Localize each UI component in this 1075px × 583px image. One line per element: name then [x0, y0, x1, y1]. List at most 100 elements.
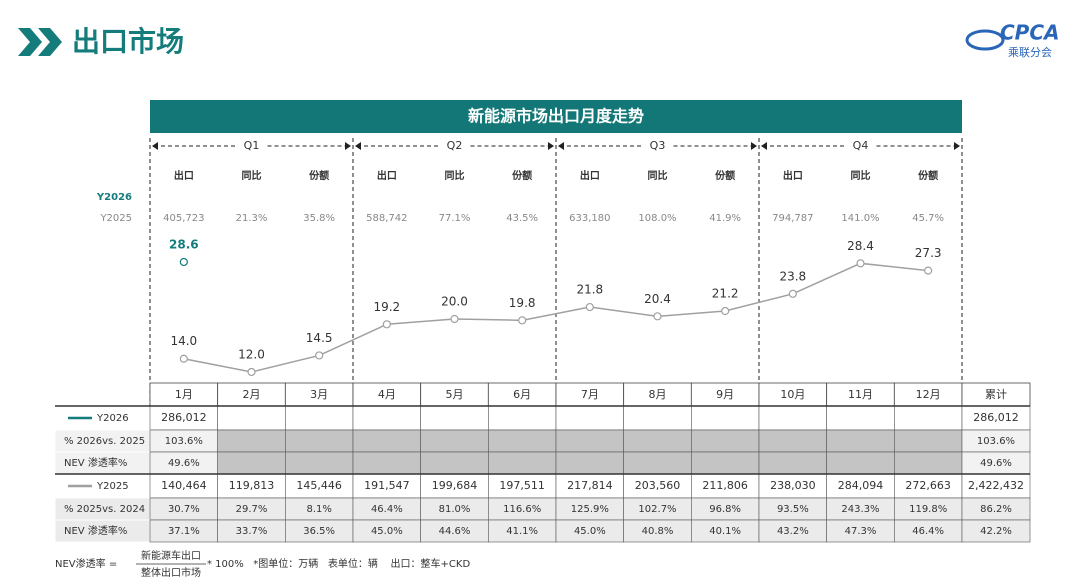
point — [585, 302, 594, 312]
quarter-header: 同比 — [242, 169, 262, 182]
quarter-value: 633,180 — [569, 213, 610, 224]
value-label: 12.0 — [238, 348, 265, 362]
table-value: 199,684 — [432, 479, 478, 492]
table-value: 41.1% — [506, 526, 538, 537]
table-value: 36.5% — [303, 526, 335, 537]
table-value: 140,464 — [161, 479, 207, 492]
table-cell — [691, 451, 760, 475]
chevron — [38, 28, 62, 56]
quarter-value: 588,742 — [366, 213, 407, 224]
table-cell — [285, 405, 354, 431]
column-header: 7月 — [581, 388, 599, 401]
table-cell — [285, 429, 354, 453]
table-value: 8.1% — [306, 504, 331, 515]
arrow-head — [152, 142, 158, 150]
table-value: 46.4% — [912, 526, 944, 537]
column-header: 1月 — [175, 388, 193, 401]
table-value: 211,806 — [702, 479, 748, 492]
table-cell — [826, 451, 895, 475]
value-label: 19.2 — [373, 300, 400, 314]
arrow-head — [548, 142, 554, 150]
row-label: Y2025 — [96, 481, 129, 492]
table-value: 47.3% — [845, 526, 877, 537]
arrow-head — [761, 142, 767, 150]
table-cell — [691, 429, 760, 453]
table-value: 45.0% — [371, 526, 403, 537]
table-value: 81.0% — [439, 504, 471, 515]
footer-note: * 100% *图单位：万辆 表单位：辆 出口：整车+CKD — [207, 557, 470, 570]
table-cell — [420, 405, 489, 431]
table-value: 30.7% — [168, 504, 200, 515]
table-value: 238,030 — [770, 479, 816, 492]
table-value: 43.2% — [777, 526, 809, 537]
table-cell — [285, 473, 354, 499]
quarter-value: 108.0% — [638, 213, 676, 224]
quarter-header: 份额 — [512, 169, 532, 182]
column-header: 6月 — [513, 388, 531, 401]
quarter-header: 出口 — [377, 169, 397, 182]
table-cell — [149, 405, 218, 431]
column-header: 8月 — [649, 388, 667, 401]
quarter-label: Q1 — [244, 139, 260, 152]
table-value: 191,547 — [364, 479, 410, 492]
table-cell — [420, 429, 489, 453]
table-cell — [352, 451, 421, 475]
row-label: % 2026vs. 2025 — [64, 436, 145, 447]
table-value: 86.2% — [980, 504, 1012, 515]
logo-mark — [965, 29, 1005, 51]
quarter-header: 出口 — [174, 169, 194, 182]
table-cell — [488, 405, 557, 431]
arrow-head — [751, 142, 757, 150]
point — [382, 320, 391, 329]
table-value: 2,422,432 — [968, 479, 1024, 492]
table-value: 102.7% — [638, 504, 676, 515]
row-label-cell — [54, 473, 151, 499]
table-cell — [758, 451, 827, 475]
table-value: 145,446 — [296, 479, 342, 492]
quarter-label: Q3 — [650, 139, 666, 152]
column-header: 2月 — [243, 388, 261, 401]
table-cell — [352, 429, 421, 453]
table-value: 286,012 — [161, 411, 207, 424]
quarter-value: 43.5% — [506, 213, 538, 224]
arrow-head — [558, 142, 564, 150]
table-cell — [623, 429, 692, 453]
row-label: Y2026 — [96, 413, 129, 424]
table-value: 93.5% — [777, 504, 809, 515]
table-value: 217,814 — [567, 479, 613, 492]
column-header: 3月 — [310, 388, 328, 401]
value-label: 21.8 — [576, 283, 603, 297]
point — [856, 259, 865, 268]
row-label: % 2025vs. 2024 — [64, 504, 145, 515]
point — [450, 314, 459, 324]
chart-title: 新能源市场出口月度走势 — [468, 107, 644, 126]
table-value: 33.7% — [236, 526, 268, 537]
table-cell — [623, 473, 692, 499]
table-cell — [352, 405, 421, 431]
arrow-head — [954, 142, 960, 150]
table-cell — [285, 451, 354, 475]
table-cell — [488, 429, 557, 453]
quarter-header: 同比 — [445, 169, 465, 182]
table-value: 272,663 — [905, 479, 951, 492]
point — [179, 257, 188, 267]
table-cell — [623, 451, 692, 475]
table-value: 49.6% — [168, 458, 200, 469]
table-value: 243.3% — [841, 504, 879, 515]
chevron — [18, 28, 42, 56]
table-cell — [555, 405, 624, 431]
value-label: 20.0 — [441, 294, 468, 308]
footer-numerator: 新能源车出口 — [141, 549, 201, 562]
quarter-label: Q2 — [447, 139, 463, 152]
table-value: 103.6% — [165, 436, 203, 447]
row-label: NEV 渗透率% — [64, 456, 127, 469]
quarter-value: 405,723 — [163, 213, 204, 224]
table-cell — [758, 429, 827, 453]
quarter-value: 45.7% — [912, 213, 944, 224]
chart-title-bar — [150, 100, 962, 133]
series-line — [183, 262, 929, 373]
table-cell — [826, 405, 895, 431]
series-label: Y2026 — [96, 192, 132, 203]
table-value: 37.1% — [168, 526, 200, 537]
table-cell — [555, 451, 624, 475]
